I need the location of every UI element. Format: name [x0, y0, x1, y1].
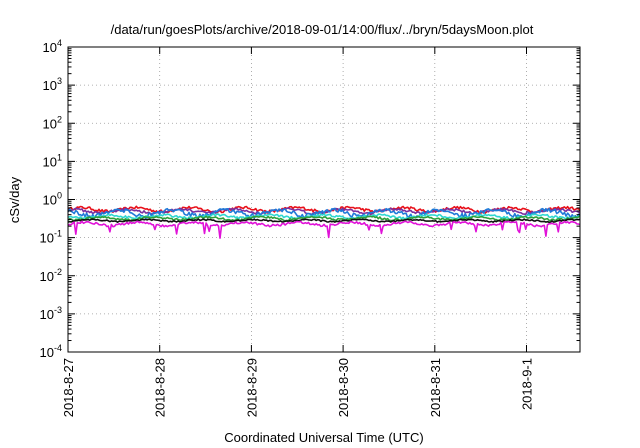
grid-lines [68, 47, 580, 352]
y-tick-label: 104 [43, 38, 62, 55]
y-tick-label: 100 [43, 191, 62, 208]
series-group [67, 205, 581, 239]
x-axis-label: Coordinated Universal Time (UTC) [224, 430, 423, 445]
y-tick-label: 101 [43, 152, 62, 169]
y-axis-label: cSv/day [7, 176, 22, 223]
chart-title: /data/run/goesPlots/archive/2018-09-01/1… [111, 22, 534, 37]
x-tick-label: 2018-8-27 [61, 358, 76, 417]
x-tick-label: 2018-8-29 [244, 358, 259, 417]
x-tick-label: 2018-8-28 [153, 358, 168, 417]
series-line [67, 220, 581, 239]
series-line [67, 215, 581, 222]
x-tick-label: 2018-8-30 [336, 358, 351, 417]
y-tick-label: 10-3 [40, 305, 62, 322]
x-tick-label: 2018-8-31 [428, 358, 443, 417]
y-tick-label: 103 [43, 76, 62, 93]
y-axis-ticks: 10-4 10-3 10-2 10-1 100 101 102 103 104 [40, 38, 580, 360]
y-tick-label: 10-1 [40, 229, 62, 246]
y-tick-label: 10-4 [40, 343, 62, 360]
y-tick-label: 102 [43, 114, 62, 131]
series-line [67, 207, 581, 219]
y-tick-label: 10-2 [40, 267, 62, 284]
series-line [67, 218, 581, 223]
series-line [67, 213, 581, 220]
x-tick-label: 2018-9-1 [520, 358, 535, 410]
x-axis-ticks: 2018-8-27 2018-8-28 2018-8-29 2018-8-30 2018… [61, 47, 535, 417]
